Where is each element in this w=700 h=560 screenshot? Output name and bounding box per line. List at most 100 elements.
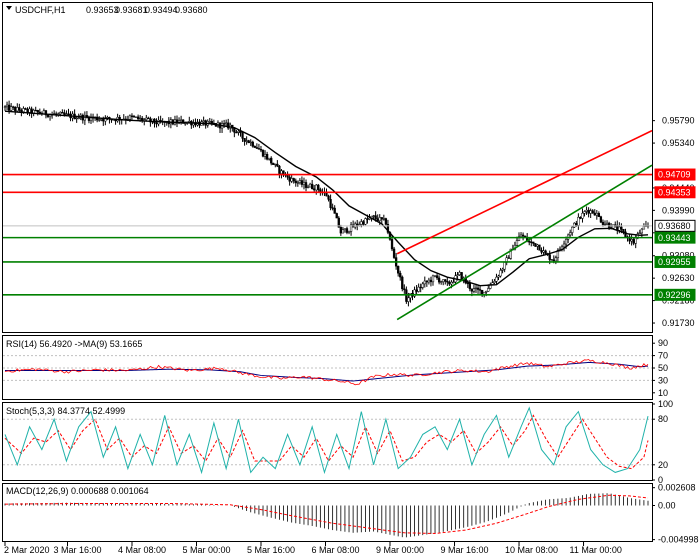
candle-body [63,112,66,115]
candle-body [290,178,293,182]
candle-body [104,117,107,122]
rsi-panel[interactable]: 90 70 50 30 10 RSI(14) 56.4920 ->MA(9) 53.16… [2,335,669,400]
candle-body [202,120,205,122]
ma-line [4,110,649,287]
candle-body [274,163,277,166]
stoch-main-line [4,406,649,475]
candle-body [9,106,13,111]
candle-body [390,239,394,250]
candle-body [638,232,641,235]
price-tag-label: 0.94353 [658,187,691,197]
candle-body [241,132,244,139]
candle-body [503,262,506,270]
candle-body [304,182,308,188]
candle-body [478,289,482,291]
candle-body [315,184,318,191]
candle-body [179,119,183,122]
candle-body [405,289,408,302]
rsi-lines [4,359,649,386]
candle-body [77,117,80,119]
chart-header: USDCHF,H1 0.93653 0.93681 0.93494 0.9368… [6,5,208,15]
candle-body [265,154,269,160]
time-axis: 2 Mar 2020 3 Mar 16:00 4 Mar 08:00 5 Mar 00… [4,542,622,555]
candle-body [134,116,138,118]
stoch-levels [3,418,652,466]
candle-body [139,117,142,120]
candle-body [585,209,588,212]
candle-body [437,277,441,283]
axis-tick-label: 30 [658,375,668,385]
candle-body [460,272,463,280]
candle-body [507,257,510,259]
candle-body [487,288,490,292]
candle-body [222,123,226,125]
candle-body [597,213,601,217]
candle-body [257,148,261,150]
candle-body [485,290,488,293]
candle-body [306,186,310,189]
candle-body [270,157,273,164]
candle-body [444,279,447,282]
candle-body [343,228,347,230]
candle-body [100,119,103,121]
candle-body [280,170,283,174]
candle-body [542,250,545,253]
candle-body [331,207,334,209]
macd-panel[interactable]: 0.002608 0.00 -0.004998 MACD(12,26,9) 0.00… [2,483,699,545]
candle-body [360,221,363,225]
candle-body [288,176,291,182]
candle-body [237,130,240,133]
time-tick-label: 2 Mar 2020 [4,545,50,555]
main-price-panel[interactable]: 0.957900.953400.944400.939900.935400.930… [2,2,696,333]
candle-body [618,226,621,231]
candle-body [341,229,345,234]
price-tag [654,231,696,244]
candle-body [640,228,644,234]
ohlc-close: 0.93680 [175,5,208,15]
macd-signal [4,494,649,534]
candle-body [556,249,560,259]
candle-body [233,128,236,133]
rsi-label: RSI(14) 56.4920 ->MA(9) 53.1665 [6,339,142,349]
candle-body [399,272,402,278]
rsi-ma-line [5,361,649,382]
candle-body [300,180,304,185]
stoch-panel[interactable]: 100 80 20 0 Stoch(5,3,3) 84.3774 52.4999 [2,399,674,485]
axis-tick-label: -0.004998 [658,535,699,545]
candle-body [188,121,191,123]
candle-body [435,275,439,279]
candle-body [102,119,105,122]
candle-body [98,119,101,121]
ohlc-low: 0.93494 [145,5,178,15]
candle-body [155,122,158,125]
candle-body [544,250,547,254]
candle-body [401,276,404,290]
candle-body [519,234,523,238]
price-tag [654,186,696,199]
rsi-axis: 90 70 50 30 10 [652,338,668,398]
candle-body [528,241,531,243]
candle-body [571,226,574,233]
candle-body [145,117,148,120]
candle-body [579,216,582,219]
candle-body [132,116,136,118]
time-tick-label: 10 Mar 08:00 [505,545,558,555]
candle-body [622,228,625,233]
price-tag-label: 0.93443 [658,233,691,243]
candle-body [476,287,480,290]
candle-body [550,259,553,261]
candle-body [554,257,558,262]
candle-body [243,138,246,142]
macd-signal-line [4,494,649,534]
candle-body [425,280,428,283]
candle-body [569,232,572,236]
collapse-triangle-icon[interactable] [6,6,12,10]
axis-tick-label: 0.00 [658,500,676,510]
candle-body [392,248,396,258]
candle-body [630,239,633,242]
candle-body [225,122,228,125]
candle-body [540,249,543,253]
candle-body [46,114,50,117]
candle-body [470,288,474,292]
